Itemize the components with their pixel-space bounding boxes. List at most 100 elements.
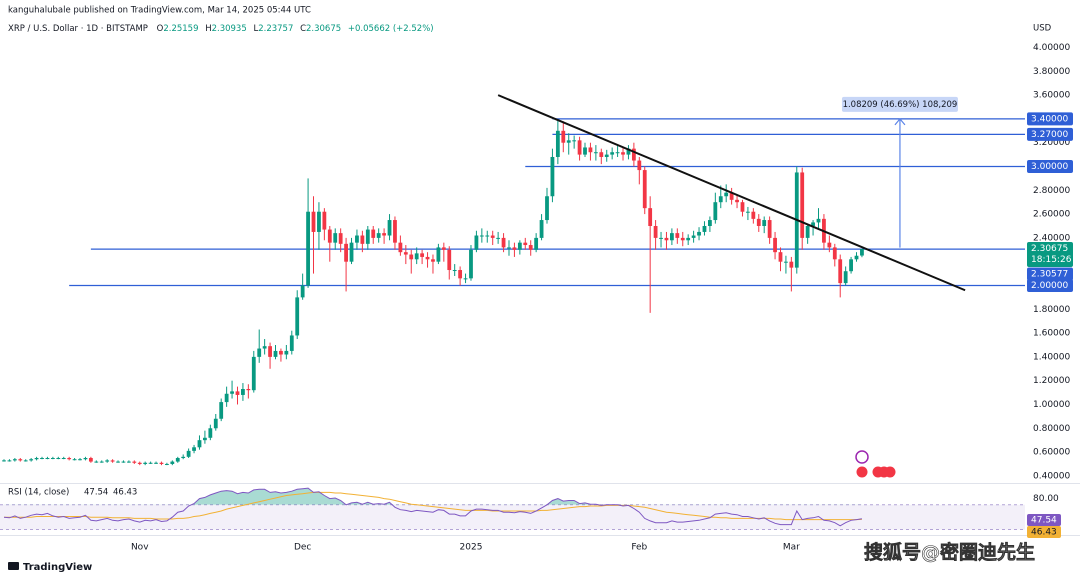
level-label-box: [1027, 278, 1073, 292]
y-tick-label: 2.80000: [1033, 186, 1070, 196]
y-tick-label: 0.80000: [1033, 424, 1070, 434]
candle-body: [463, 278, 468, 280]
candle-body: [675, 233, 680, 238]
candle-body: [18, 459, 23, 461]
candle-body: [789, 261, 794, 268]
candle-body: [778, 252, 783, 262]
candle-body: [306, 211, 310, 286]
rsi-ma-line: [4, 491, 862, 521]
candle-body: [300, 285, 305, 298]
candle-body: [501, 237, 506, 248]
candle-body: [740, 202, 745, 212]
candle-body: [642, 170, 647, 209]
candle-body: [431, 259, 435, 262]
candle-body: [50, 458, 55, 460]
candle-body: [88, 458, 93, 462]
candle-body: [94, 461, 99, 463]
candle-body: [393, 220, 397, 243]
candle-body: [827, 242, 832, 248]
candle-body: [523, 242, 528, 246]
candle-body: [311, 211, 316, 232]
candle-body: [860, 248, 864, 256]
ohlc-value: 2.23757: [258, 24, 293, 34]
y-tick-label: 2.60000: [1033, 210, 1070, 220]
rsi-line: [3, 487, 862, 527]
icon: [855, 450, 869, 464]
change: +0.05662 (+2.52%): [348, 24, 434, 34]
candle-body: [121, 461, 126, 463]
event-icons: [855, 450, 896, 478]
candle-body: [420, 253, 425, 257]
y-tick-label: 1.00000: [1033, 400, 1070, 410]
currency: USD: [1033, 24, 1052, 34]
rsi-band: [0, 504, 1025, 530]
candle-body: [110, 460, 115, 462]
candle-body: [773, 237, 777, 253]
candle-body: [718, 196, 723, 203]
measure-label: 1.08209 (46.69%) 108,209: [843, 100, 958, 110]
candle-body: [165, 463, 169, 465]
candle-body: [45, 458, 50, 460]
candle-body: [192, 447, 196, 451]
candle-body: [197, 440, 202, 448]
candle-body: [583, 147, 587, 155]
candle-body: [262, 346, 267, 349]
candle-body: [181, 456, 186, 459]
measure-arrowhead: [894, 117, 906, 126]
candle-body: [669, 233, 674, 241]
candle-body: [382, 233, 386, 236]
price-box: [1027, 241, 1073, 267]
candle-body: [349, 242, 354, 262]
candle-body: [72, 459, 77, 461]
rsi-legend-value: 47.54: [84, 488, 108, 498]
candle-body: [235, 391, 240, 395]
candle-body: [154, 462, 158, 464]
candle-body: [224, 393, 229, 403]
candle-body: [441, 247, 446, 250]
candle-body: [849, 259, 853, 272]
candle-body: [517, 242, 522, 250]
ohlc-letter: H: [205, 24, 211, 34]
candle-body: [230, 391, 234, 394]
candle-body: [708, 220, 712, 226]
candle-body: [621, 152, 625, 155]
candle-body: [246, 389, 251, 391]
candle-body: [219, 402, 224, 419]
candle-body: [333, 233, 338, 243]
candle-body: [251, 356, 256, 391]
candle-body: [208, 428, 213, 438]
candle-body: [545, 196, 549, 221]
candle-body: [800, 172, 805, 238]
candle-body: [838, 259, 843, 284]
y-tick-label: 3.20000: [1033, 138, 1070, 148]
x-tick-label: Dec: [294, 543, 311, 553]
y-tick-label: 0.40000: [1033, 471, 1070, 481]
candle-body: [784, 261, 788, 263]
level-label-box: [1027, 127, 1073, 141]
candle-body: [355, 235, 359, 243]
candle-body: [490, 235, 495, 238]
candle-body: [577, 140, 582, 155]
level-label: 2.00000: [1031, 281, 1068, 291]
candle-body: [23, 460, 28, 462]
candle-body: [534, 237, 539, 250]
rsi-ma-value: 46.43: [1031, 528, 1057, 538]
candle-body: [447, 249, 452, 271]
level-label: 3.27000: [1031, 130, 1068, 140]
footer: TradingView: [8, 562, 92, 573]
candle-body: [528, 245, 533, 250]
candle-body: [767, 220, 772, 238]
candle-body: [317, 211, 321, 232]
candle-body: [137, 462, 142, 464]
candle-body: [686, 237, 691, 241]
y-tick-label: 1.80000: [1033, 305, 1070, 315]
candle-body: [735, 199, 739, 203]
rsi-value-box: [1027, 514, 1061, 526]
candle-body: [474, 235, 479, 250]
candle-body: [203, 437, 207, 441]
candle-body: [631, 148, 636, 161]
candle-body: [854, 255, 859, 260]
candle-body: [403, 252, 408, 255]
candle-body: [832, 247, 837, 260]
